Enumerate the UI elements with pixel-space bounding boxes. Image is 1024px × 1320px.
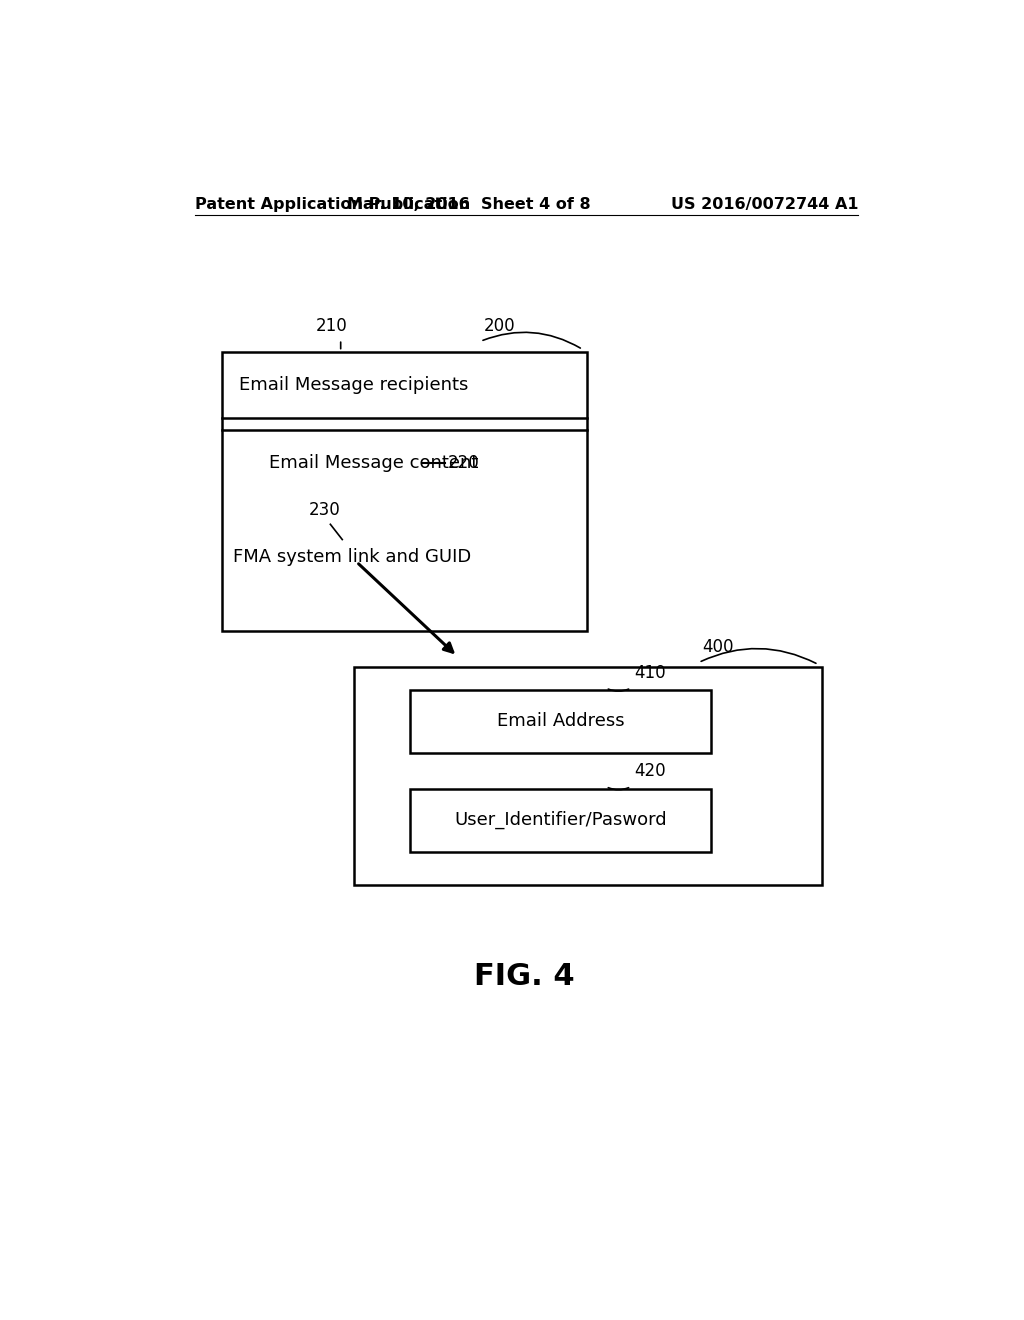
Bar xyxy=(221,351,587,631)
Text: 210: 210 xyxy=(315,317,347,335)
Text: Mar. 10, 2016  Sheet 4 of 8: Mar. 10, 2016 Sheet 4 of 8 xyxy=(347,197,591,211)
Bar xyxy=(410,690,712,752)
Text: Email Message recipients: Email Message recipients xyxy=(239,376,468,393)
Text: Email Address: Email Address xyxy=(497,713,625,730)
Text: Email Message content: Email Message content xyxy=(269,454,478,473)
Text: 400: 400 xyxy=(701,639,733,656)
Text: 420: 420 xyxy=(634,763,666,780)
Text: 220: 220 xyxy=(447,454,479,473)
Text: 230: 230 xyxy=(309,502,341,519)
Text: Patent Application Publication: Patent Application Publication xyxy=(196,197,471,211)
Text: User_Identifier/Pasword: User_Identifier/Pasword xyxy=(455,810,667,829)
Text: FMA system link and GUID: FMA system link and GUID xyxy=(232,548,471,566)
Text: FIG. 4: FIG. 4 xyxy=(474,962,575,991)
Text: 410: 410 xyxy=(634,664,666,682)
Text: 200: 200 xyxy=(483,317,515,335)
Text: US 2016/0072744 A1: US 2016/0072744 A1 xyxy=(671,197,858,211)
Bar xyxy=(354,667,822,886)
Bar xyxy=(410,788,712,851)
